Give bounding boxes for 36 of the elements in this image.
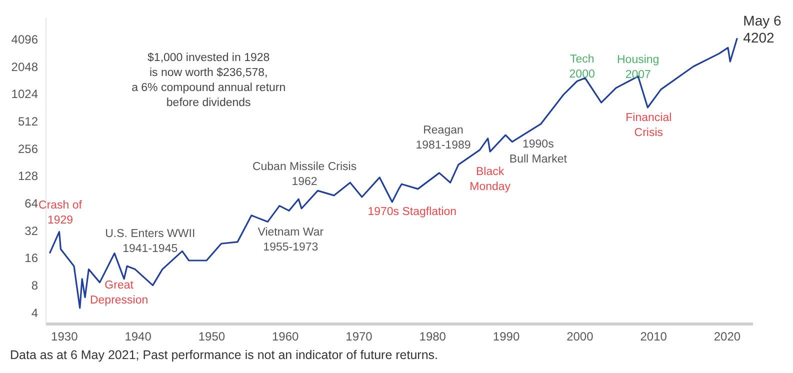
annotation: Crash of 1929 xyxy=(38,199,83,226)
y-tick-label: 1024 xyxy=(11,87,38,102)
text: Data as at 6 May 2021; Past performance is not an indicator of future returns. xyxy=(9,348,440,362)
annotation: Reagan 1981-1989 xyxy=(416,124,471,152)
annotation: $1,000 invested in 1928 is now worth $236,578, a 6% compound annual return before dividends xyxy=(132,52,286,109)
x-tick-label: 2010 xyxy=(640,330,668,344)
y-tick-label: 128 xyxy=(18,169,38,184)
x-tick-label: 1930 xyxy=(51,330,78,344)
y-tick-label: 4 xyxy=(31,306,38,320)
annotation: Black Monday xyxy=(470,166,511,194)
annotation: Housing 2007 xyxy=(617,54,660,81)
annotation: U.S. Enters WWII 1941-1945 xyxy=(105,228,196,255)
annotation: Tech 2000 xyxy=(569,54,595,80)
annotation: 1990s Bull Market xyxy=(509,138,568,166)
annotation: 1970s Stagflation xyxy=(368,206,457,218)
annotation: Cuban Missile Crisis 1962 xyxy=(252,161,357,188)
y-tick-label: 32 xyxy=(24,224,38,238)
y-tick-label: 256 xyxy=(18,142,38,156)
y-tick-label: 512 xyxy=(18,114,38,128)
y-tick-label: 64 xyxy=(24,196,38,211)
y-tick-label: 2048 xyxy=(11,60,38,74)
annotation: Financial Crisis xyxy=(626,112,672,140)
x-tick-label: 1980 xyxy=(419,330,446,344)
x-tick-label: 1970 xyxy=(346,330,373,344)
x-tick-label: 1940 xyxy=(124,330,152,344)
y-tick-label: 8 xyxy=(31,278,38,293)
x-tick-label: 2000 xyxy=(566,330,594,344)
y-tick-label: 4096 xyxy=(11,32,38,46)
y-tick-label: 16 xyxy=(24,251,38,266)
annotation: May 6 4202 xyxy=(743,12,782,46)
annotation: Vietnam War 1955-1973 xyxy=(258,226,324,254)
annotation: Great Depression xyxy=(90,279,148,306)
x-tick-label: 2020 xyxy=(714,330,741,344)
x-tick-label: 1950 xyxy=(198,330,226,344)
x-tick-label: 1960 xyxy=(272,330,300,344)
x-tick-label: 1990 xyxy=(492,330,520,344)
